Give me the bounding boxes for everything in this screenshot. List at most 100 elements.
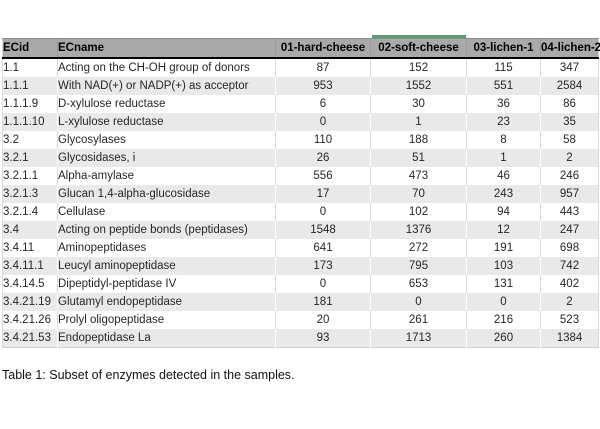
cell-value: 0 [275, 275, 371, 293]
cell-value: 260 [466, 329, 541, 348]
cell-ecid: 3.4.21.26 [3, 314, 51, 326]
cell-value: 17 [275, 185, 371, 203]
cell-ecname: Acting on the CH-OH group of donors [57, 58, 276, 77]
table-row: 3.4.21.53 Endopeptidase La 93 1713 260 1… [2, 329, 599, 348]
cell-value: 243 [466, 185, 541, 203]
cell-value: 58 [540, 131, 599, 149]
cell-ecname: L-xylulose reductase [57, 113, 276, 131]
cell-value: 1376 [370, 221, 467, 239]
cell-value: 188 [370, 131, 467, 149]
col-header-02-soft-cheese: 02-soft-cheese [370, 38, 467, 59]
cell-ecname: Glycosylases [57, 131, 276, 149]
table-row: 1.1.1 With NAD(+) or NADP(+) as acceptor… [2, 77, 599, 95]
cell-ecid: 3.4 [3, 224, 19, 236]
table-row: 3.2 Glycosylases 110 188 8 58 [2, 131, 599, 149]
cell-value: 261 [370, 311, 467, 329]
cell-value: 86 [540, 95, 599, 113]
col-header-ecname: ECname [57, 38, 276, 59]
cell-value: 523 [540, 311, 599, 329]
table-caption: Table 1: Subset of enzymes detected in t… [2, 368, 295, 382]
cell-value: 698 [540, 239, 599, 257]
cell-ecid: 1.1 [3, 62, 19, 74]
cell-ecid: 3.2 [3, 134, 19, 146]
cell-value: 36 [466, 95, 541, 113]
cell-value: 216 [466, 311, 541, 329]
cell-value: 957 [540, 185, 599, 203]
cell-value: 8 [466, 131, 541, 149]
cell-value: 110 [275, 131, 371, 149]
cell-ecid: 3.2.1.4 [3, 206, 39, 218]
cell-value: 46 [466, 167, 541, 185]
cell-value: 26 [275, 149, 371, 167]
cell-ecname: With NAD(+) or NADP(+) as acceptor [57, 77, 276, 95]
cell-value: 641 [275, 239, 371, 257]
cell-ecid: 1.1.1.10 [3, 116, 45, 128]
cell-value: 181 [275, 293, 371, 311]
cell-ecname: Cellulase [57, 203, 276, 221]
table-row: 1.1.1.9 D-xylulose reductase 6 30 36 86 [2, 95, 599, 113]
cell-value: 131 [466, 275, 541, 293]
cell-value: 30 [370, 95, 467, 113]
cell-ecname: Aminopeptidases [57, 239, 276, 257]
cell-value: 173 [275, 257, 371, 275]
cell-value: 51 [370, 149, 467, 167]
cell-value: 0 [275, 113, 371, 131]
table-row: 3.4.21.19 Glutamyl endopeptidase 181 0 0… [2, 293, 599, 311]
table-row: 3.2.1.3 Glucan 1,4-alpha-glucosidase 17 … [2, 185, 599, 203]
cell-ecid: 3.2.1.1 [3, 170, 39, 182]
cell-value: 443 [540, 203, 599, 221]
cell-ecid: 1.1.1 [3, 80, 29, 92]
cell-ecid: 3.2.1.3 [3, 188, 39, 200]
col-header-01-hard-cheese: 01-hard-cheese [275, 38, 371, 59]
cell-value: 402 [540, 275, 599, 293]
enzymes-table: ECid ECname 01-hard-cheese 02-soft-chees… [2, 38, 600, 348]
cell-value: 94 [466, 203, 541, 221]
table-row: 3.4.11 Aminopeptidases 641 272 191 698 [2, 239, 599, 257]
cell-ecid: 1.1.1.9 [3, 98, 39, 110]
cell-value: 0 [466, 293, 541, 311]
cell-value: 191 [466, 239, 541, 257]
table-row: 3.2.1.4 Cellulase 0 102 94 443 [2, 203, 599, 221]
cell-ecid: 3.2.1 [3, 152, 29, 164]
cell-ecname: Prolyl oligopeptidase [57, 311, 276, 329]
cell-ecid: 3.4.21.53 [3, 332, 51, 344]
col-header-04-lichen-2: 04-lichen-2 [540, 38, 600, 59]
cell-value: 247 [540, 221, 599, 239]
table-row: 3.2.1.1 Alpha-amylase 556 473 46 246 [2, 167, 599, 185]
table-row: 1.1.1.10 L-xylulose reductase 0 1 23 35 [2, 113, 599, 131]
header-row: ECid ECname 01-hard-cheese 02-soft-chees… [2, 38, 600, 59]
enzymes-table-wrap: ECid ECname 01-hard-cheese 02-soft-chees… [2, 38, 600, 348]
cell-value: 1 [466, 149, 541, 167]
cell-ecname: Dipeptidyl-peptidase IV [57, 275, 276, 293]
cell-value: 272 [370, 239, 467, 257]
cell-value: 6 [275, 95, 371, 113]
cell-value: 102 [370, 203, 467, 221]
cell-ecname: Glucan 1,4-alpha-glucosidase [57, 185, 276, 203]
cell-value: 2584 [540, 77, 599, 95]
cell-value: 2 [540, 149, 599, 167]
cell-ecname: Alpha-amylase [57, 167, 276, 185]
cell-value: 12 [466, 221, 541, 239]
cell-ecname: Glycosidases, i [57, 149, 276, 167]
col-header-03-lichen-1: 03-lichen-1 [466, 38, 541, 59]
cell-value: 1548 [275, 221, 371, 239]
table-row: 3.4.14.5 Dipeptidyl-peptidase IV 0 653 1… [2, 275, 599, 293]
cell-value: 742 [540, 257, 599, 275]
cell-ecid: 3.4.21.19 [3, 296, 51, 308]
cell-ecid: 3.4.11 [3, 242, 35, 254]
table-row: 3.4.11.1 Leucyl aminopeptidase 173 795 1… [2, 257, 599, 275]
cell-value: 653 [370, 275, 467, 293]
cell-value: 23 [466, 113, 541, 131]
cell-ecid: 3.4.14.5 [3, 278, 45, 290]
cell-value: 93 [275, 329, 371, 348]
cell-ecname: Endopeptidase La [57, 329, 276, 348]
cell-value: 246 [540, 167, 599, 185]
cell-value: 0 [370, 293, 467, 311]
cell-value: 20 [275, 311, 371, 329]
cell-value: 1713 [370, 329, 467, 348]
table-row: 3.4 Acting on peptide bonds (peptidases)… [2, 221, 599, 239]
table-row: 1.1 Acting on the CH-OH group of donors … [2, 58, 599, 77]
cell-value: 87 [275, 58, 371, 77]
cell-ecname: Leucyl aminopeptidase [57, 257, 276, 275]
